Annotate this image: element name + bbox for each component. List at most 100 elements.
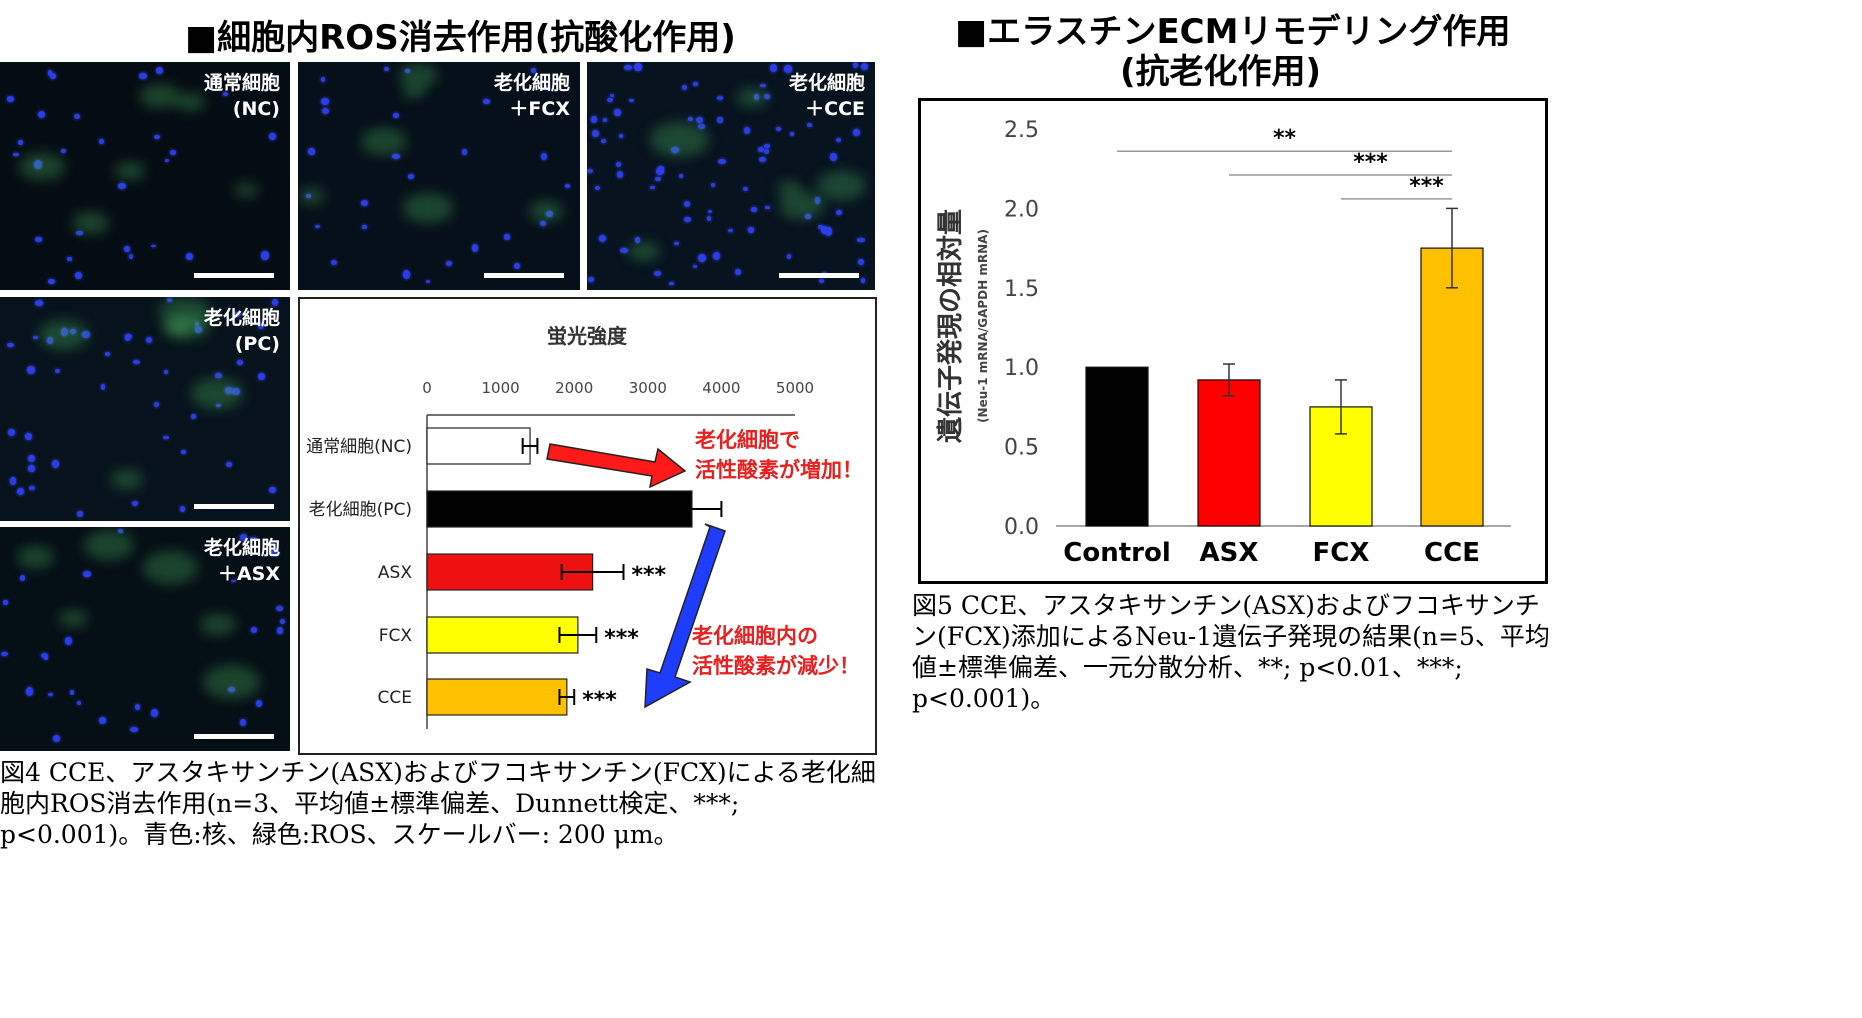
nucleus	[539, 220, 546, 226]
nucleus	[857, 237, 865, 243]
ros-signal	[203, 664, 261, 699]
nucleus	[445, 261, 452, 267]
scale-bar	[194, 734, 274, 739]
nucleus	[718, 158, 727, 165]
nucleus	[52, 459, 59, 468]
nucleus	[49, 73, 56, 79]
ros-signal	[627, 241, 661, 262]
micrograph-fcx: 老化細胞 ＋FCX	[298, 62, 580, 290]
ros-signal	[777, 181, 803, 197]
nucleus	[716, 96, 723, 101]
nucleus	[231, 579, 236, 583]
category-label: FCX	[379, 626, 413, 646]
nucleus	[829, 153, 838, 161]
micrograph-label: 老化細胞 (PC)	[203, 307, 280, 355]
ros-signal	[190, 377, 243, 410]
nucleus	[757, 146, 764, 153]
category-label: ASX	[1200, 538, 1259, 568]
nucleus	[609, 93, 615, 98]
nucleus	[759, 156, 767, 163]
nucleus	[805, 214, 812, 219]
nucleus	[599, 235, 606, 242]
nucleus	[698, 124, 706, 129]
nucleus	[654, 176, 661, 182]
y-tick-label: 2.0	[1004, 197, 1039, 222]
figure4-caption: 図4 CCE、アスタキサンチン(ASX)およびフコキサンチン(FCX)による老化…	[0, 758, 876, 849]
nucleus	[25, 687, 34, 697]
nucleus	[239, 533, 248, 542]
nucleus	[656, 168, 665, 176]
bar	[426, 678, 568, 716]
nucleus	[408, 174, 415, 179]
y-tick-label: 0.0	[1004, 515, 1039, 540]
ros-signal	[298, 187, 325, 204]
nucleus	[163, 370, 168, 374]
nucleus	[784, 65, 792, 73]
nucleus	[314, 225, 320, 229]
nucleus	[306, 194, 311, 198]
nucleus	[462, 148, 468, 155]
nucleus	[835, 137, 842, 142]
nucleus	[65, 637, 73, 645]
category-label: CCE	[1424, 538, 1480, 568]
nucleus	[650, 186, 655, 189]
scale-bar	[779, 273, 859, 278]
nucleus	[751, 207, 758, 212]
ros-signal	[58, 609, 89, 628]
y-tick-label: 1.5	[1004, 277, 1039, 302]
nucleus	[836, 209, 843, 216]
nucleus	[180, 450, 186, 454]
nucleus	[753, 93, 759, 100]
nucleus	[513, 263, 520, 270]
category-label: 通常細胞(NC)	[306, 437, 412, 457]
nucleus	[34, 159, 42, 169]
nucleus	[592, 130, 599, 138]
nucleus	[321, 97, 329, 105]
nucleus	[33, 335, 39, 340]
nucleus	[239, 719, 247, 727]
nucleus	[587, 169, 593, 174]
nucleus	[129, 727, 138, 733]
ros-signal	[175, 93, 205, 111]
nucleus	[236, 360, 244, 365]
micrograph-nc: 通常細胞 (NC)	[0, 62, 290, 290]
nucleus	[41, 652, 49, 658]
nucleus	[186, 253, 194, 261]
nucleus	[170, 150, 176, 155]
ros-signal	[200, 613, 236, 635]
nucleus	[503, 234, 511, 240]
significance-mark: ***	[632, 563, 667, 588]
nucleus	[683, 200, 690, 207]
nucleus	[60, 148, 66, 153]
nucleus	[77, 510, 84, 517]
ros-signal	[398, 63, 438, 88]
category-label: ASX	[378, 563, 412, 583]
nucleus	[27, 455, 35, 463]
nucleus	[134, 704, 140, 710]
micrograph-cce: 老化細胞 ＋CCE	[587, 62, 875, 290]
decrease-callout: 活性酸素が減少！	[692, 654, 860, 678]
nucleus	[250, 627, 257, 634]
nucleus	[271, 549, 279, 557]
x-tick-label: 1000	[482, 379, 520, 397]
nucleus	[531, 68, 536, 74]
nucleus	[153, 402, 159, 408]
category-label: Control	[1063, 538, 1170, 568]
nucleus	[728, 228, 733, 233]
ros-signal	[162, 320, 191, 338]
nucleus	[255, 699, 262, 707]
nucleus	[1, 651, 9, 656]
nucleus	[43, 656, 49, 660]
nucleus	[194, 322, 200, 326]
nucleus	[99, 139, 104, 144]
ros-signal	[83, 530, 134, 561]
nucleus	[634, 237, 641, 244]
nucleus	[361, 224, 367, 230]
ros-signal	[18, 152, 65, 181]
nucleus	[48, 278, 55, 284]
ros-signal	[16, 546, 55, 569]
nucleus	[472, 244, 479, 252]
y-axis-sublabel: (Neu-1 mRNA/GAPDH mRNA)	[976, 229, 990, 423]
nucleus	[128, 253, 133, 260]
scale-bar	[484, 273, 564, 278]
